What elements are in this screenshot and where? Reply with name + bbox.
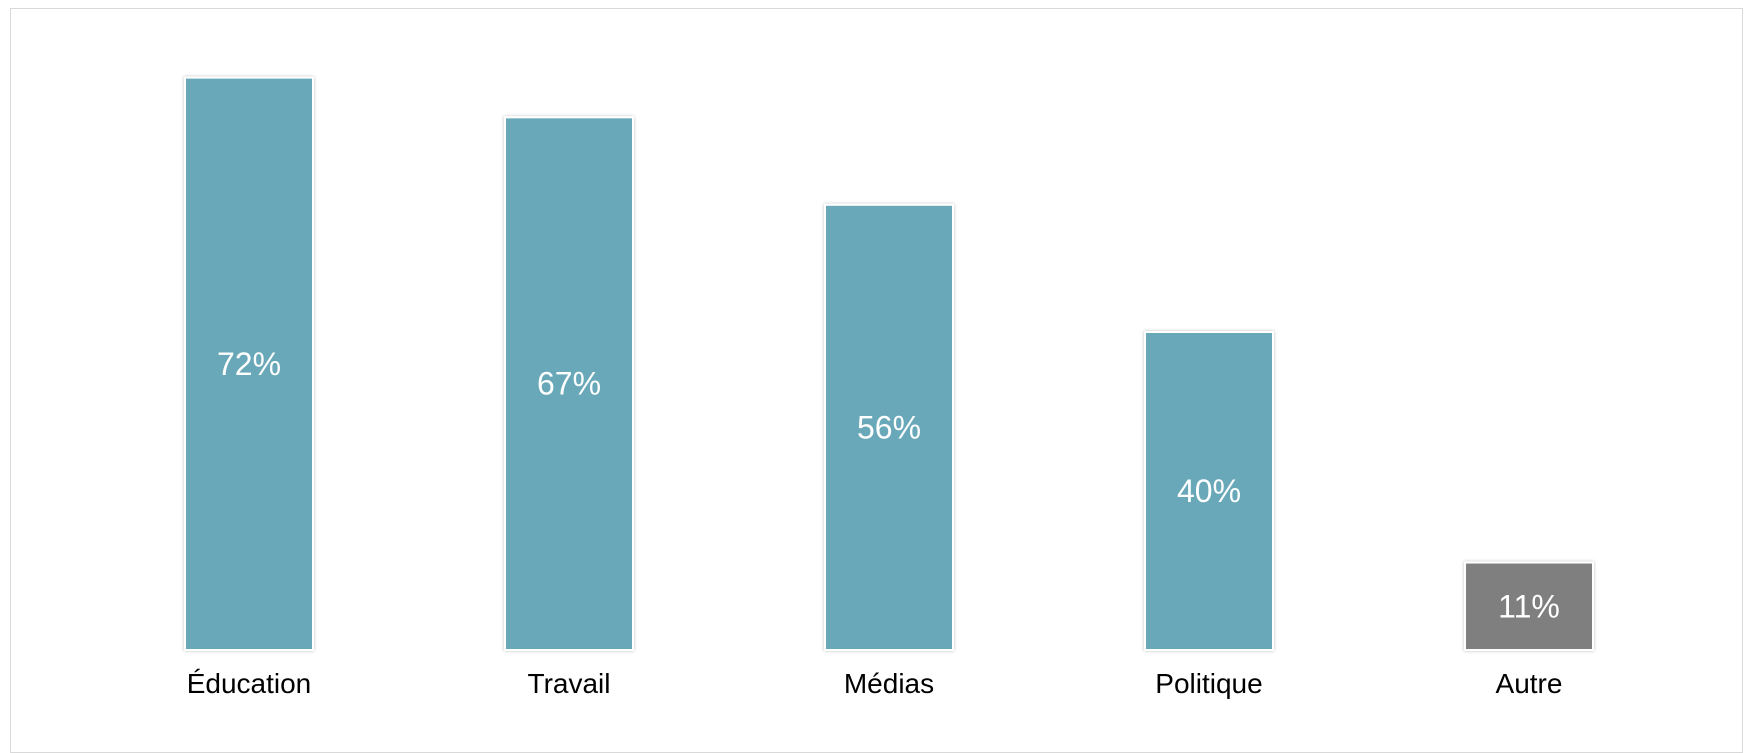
bars-layer: [184, 76, 1594, 652]
data-label-politique: 40%: [1177, 473, 1241, 509]
category-label-education: Éducation: [187, 668, 312, 699]
bar-autre: [1464, 561, 1594, 651]
category-label-autre: Autre: [1496, 668, 1563, 699]
data-label-travail: 67%: [537, 366, 601, 402]
category-label-medias: Médias: [844, 668, 934, 699]
bar-travail: [504, 116, 634, 652]
data-label-education: 72%: [217, 346, 281, 382]
data-label-medias: 56%: [857, 409, 921, 445]
bar-education: [184, 76, 314, 652]
category-label-travail: Travail: [528, 668, 611, 699]
bar-politique: [1144, 331, 1274, 651]
data-label-autre: 11%: [1498, 588, 1560, 624]
category-labels-layer: Éducation Travail Médias Politique Autre: [187, 668, 1563, 699]
category-label-politique: Politique: [1155, 668, 1262, 699]
data-labels-layer: 72% 67% 56% 40% 11%: [217, 346, 1560, 624]
bar-medias: [824, 203, 954, 652]
